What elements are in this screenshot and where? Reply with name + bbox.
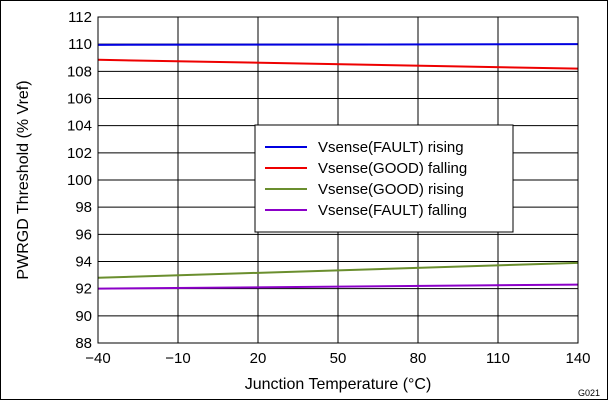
y-axis-title: PWRGD Threshold (% Vref) [15,80,32,279]
y-tick-label: 94 [75,254,92,271]
figure-code: G021 [578,388,600,398]
y-tick-label: 106 [67,91,92,108]
y-tick-labels: 88 90 92 94 96 98 100 102 104 106 108 110 112 [67,9,92,352]
y-tick-label: 108 [67,63,92,80]
x-tick-label: 20 [250,350,267,367]
x-tick-label: −40 [85,350,110,367]
plot-area-border [97,16,579,344]
y-tick-label: 112 [68,9,92,26]
y-tick-label: 110 [68,36,92,53]
legend: Vsense(FAULT) rising Vsense(GOOD) falling… [254,124,514,233]
y-tick-label: 92 [75,281,92,298]
x-tick-labels: −40 −10 20 50 80 110 140 [85,350,590,367]
legend-box [254,124,514,233]
y-tick-label: 88 [75,335,92,352]
y-tick-label: 100 [67,172,92,189]
series-line-3 [97,261,579,279]
y-tick-label: 102 [67,145,92,162]
legend-label: Vsense(FAULT) falling [318,202,467,219]
series-lines [97,43,579,290]
x-tick-label: 110 [486,350,510,367]
legend-label: Vsense(GOOD) falling [318,160,467,177]
x-tick-label: 140 [565,350,590,367]
x-axis-title: Junction Temperature (°C) [245,376,432,393]
y-tick-label: 96 [75,226,92,243]
series-line-2 [97,58,579,70]
series-line-1 [97,43,579,46]
y-tick-label: 98 [75,199,92,216]
x-tick-label: 80 [410,350,427,367]
x-tick-label: −10 [165,350,190,367]
series-line-4 [97,283,579,290]
y-tick-label: 104 [67,118,92,135]
legend-label: Vsense(GOOD) rising [318,181,464,198]
legend-label: Vsense(FAULT) rising [318,139,464,156]
x-tick-label: 50 [330,350,347,367]
y-tick-label: 90 [75,308,92,325]
